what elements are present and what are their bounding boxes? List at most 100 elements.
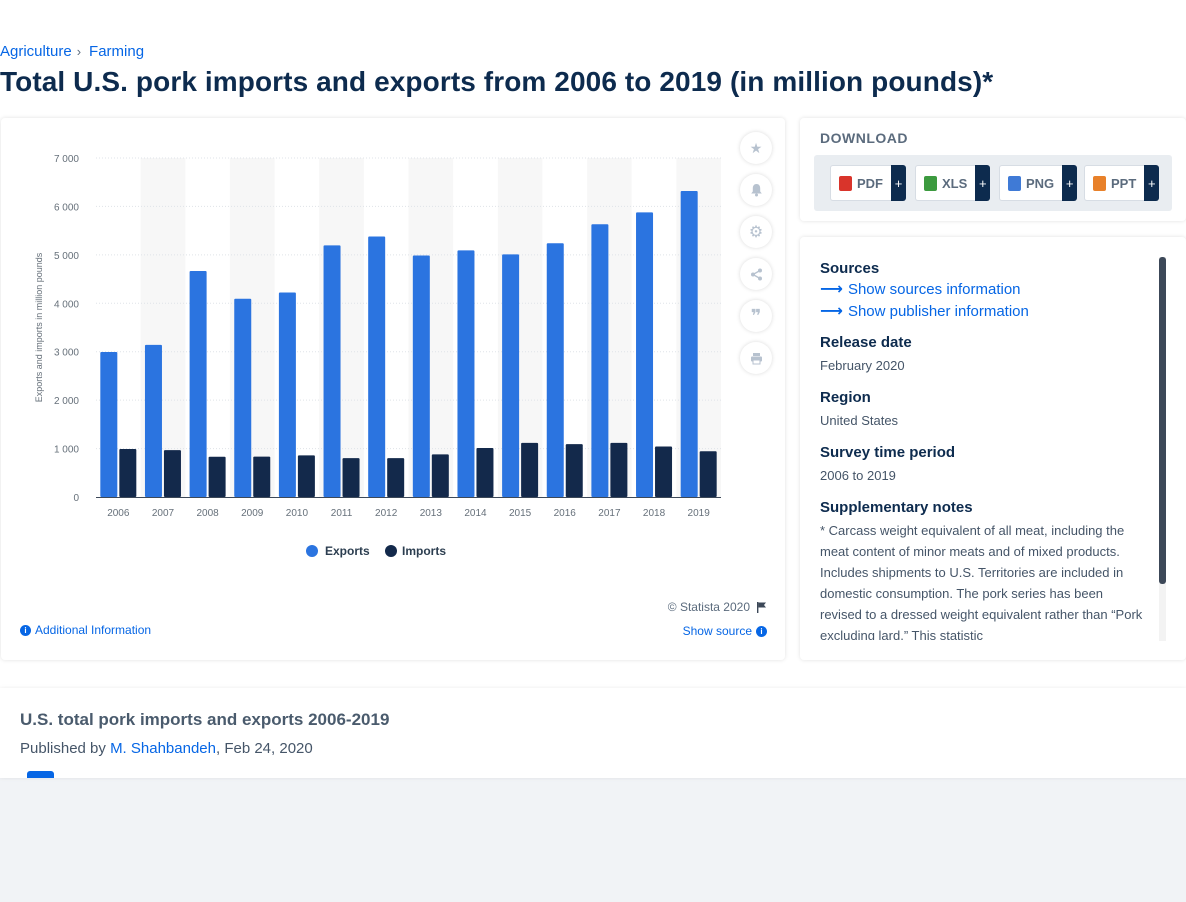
- additional-information-label: Additional Information: [35, 623, 152, 637]
- imports-bar: [610, 442, 628, 497]
- favorite-button[interactable]: ★: [740, 132, 772, 164]
- bell-icon: [750, 184, 762, 197]
- scrollbar-thumb[interactable]: [1159, 257, 1166, 584]
- exports-bar: [323, 245, 341, 497]
- download-png-plus[interactable]: +: [1062, 165, 1078, 201]
- info-content[interactable]: Sources ⟶ Show sources information ⟶ Sho…: [820, 260, 1148, 640]
- flag-icon[interactable]: [756, 601, 767, 613]
- sources-heading: Sources: [820, 260, 880, 277]
- x-tick-label: 2010: [286, 508, 309, 519]
- x-tick-label: 2008: [196, 508, 219, 519]
- download-bar: PDF + XLS + PNG + PPT +: [814, 155, 1172, 211]
- release-date-value: February 2020: [820, 358, 905, 373]
- page-title: Total U.S. pork imports and exports from…: [0, 66, 994, 97]
- y-tick-label: 6 000: [54, 202, 79, 213]
- exports-bar: [457, 250, 475, 497]
- arrow-right-icon: ⟶: [820, 303, 843, 320]
- download-pdf-plus[interactable]: +: [891, 165, 906, 201]
- bar-chart: 0 1 000 2 000 3 000 4 000 5 000 6 000 7 000 Expo…: [34, 154, 721, 558]
- author-link[interactable]: M. Shahbandeh: [110, 740, 216, 757]
- share-icon: [750, 268, 762, 280]
- x-tick-label: 2016: [554, 508, 577, 519]
- download-xls-button[interactable]: XLS +: [915, 165, 991, 201]
- download-title: DOWNLOAD: [820, 130, 908, 146]
- legend-label: Imports: [402, 544, 446, 558]
- info-card: Sources ⟶ Show sources information ⟶ Sho…: [800, 237, 1186, 660]
- y-tick-label: 4 000: [54, 299, 79, 310]
- y-tick-label: 3 000: [54, 348, 79, 359]
- exports-bar: [502, 254, 520, 497]
- copyright-line: © Statista 2020: [668, 600, 767, 614]
- download-png-button[interactable]: PNG +: [999, 165, 1078, 201]
- breadcrumb-farming[interactable]: Farming: [89, 43, 145, 60]
- y-tick-label: 1 000: [54, 445, 79, 456]
- notification-button[interactable]: [740, 174, 772, 206]
- xls-file-icon: [924, 175, 937, 191]
- imports-bar: [297, 455, 315, 497]
- download-ppt-main: PPT: [1084, 165, 1145, 201]
- download-png-main: PNG: [999, 165, 1063, 201]
- y-tick-label: 2 000: [54, 396, 79, 407]
- chart-card: 0 1 000 2 000 3 000 4 000 5 000 6 000 7 000 Expo…: [1, 118, 785, 660]
- legend-marker: [385, 545, 397, 557]
- exports-bar: [636, 212, 654, 497]
- download-pdf-label: PDF: [857, 175, 883, 191]
- publication-badge: [27, 771, 54, 778]
- settings-button[interactable]: ⚙: [740, 216, 772, 248]
- exports-bar: [234, 298, 252, 497]
- x-tick-label: 2017: [598, 508, 621, 519]
- print-icon: [750, 352, 762, 364]
- additional-information-link[interactable]: i Additional Information: [20, 623, 151, 637]
- show-sources-label: Show sources information: [847, 280, 1021, 298]
- download-xls-plus[interactable]: +: [975, 165, 991, 201]
- download-png-label: PNG: [1026, 175, 1055, 191]
- gear-icon: ⚙: [748, 224, 764, 241]
- show-publisher-link[interactable]: ⟶ Show publisher information: [820, 301, 1148, 321]
- download-pdf-button[interactable]: PDF +: [830, 165, 906, 201]
- imports-bar: [431, 454, 449, 497]
- survey-period-heading: Survey time period: [820, 444, 956, 461]
- download-ppt-label: PPT: [1111, 175, 1137, 191]
- x-tick-label: 2009: [241, 508, 264, 519]
- y-tick-label: 5 000: [54, 251, 79, 262]
- print-button[interactable]: [740, 342, 772, 374]
- y-tick-label: 0: [73, 493, 79, 504]
- png-file-icon: [1008, 175, 1021, 191]
- download-ppt-button[interactable]: PPT +: [1084, 165, 1160, 201]
- exports-bar: [100, 351, 118, 497]
- show-source-label: Show source: [682, 624, 752, 638]
- breadcrumb-agriculture[interactable]: Agriculture: [0, 43, 72, 60]
- supplementary-notes-value: * Carcass weight equivalent of all meat,…: [820, 523, 1143, 640]
- imports-bar: [387, 458, 405, 497]
- legend-marker: [306, 545, 318, 557]
- breadcrumb-separator: ›: [76, 44, 82, 59]
- x-tick-label: 2006: [107, 508, 130, 519]
- exports-bar: [368, 236, 386, 497]
- x-tick-label: 2011: [331, 508, 353, 519]
- x-tick-label: 2012: [375, 508, 398, 519]
- pdf-file-icon: [839, 175, 852, 191]
- download-ppt-plus[interactable]: +: [1144, 165, 1160, 201]
- imports-bar: [655, 446, 673, 497]
- publication-title: U.S. total pork imports and exports 2006…: [20, 710, 390, 729]
- imports-bar: [163, 450, 181, 497]
- info-icon: i: [20, 624, 31, 636]
- x-tick-label: 2014: [464, 508, 487, 519]
- imports-bar: [119, 449, 137, 497]
- download-xls-label: XLS: [942, 175, 968, 191]
- download-card: DOWNLOAD PDF + XLS + PNG +: [800, 118, 1186, 221]
- region-value: United States: [820, 413, 899, 428]
- x-tick-label: 2013: [420, 508, 443, 519]
- imports-bar: [699, 451, 717, 497]
- copyright-text: © Statista 2020: [667, 600, 750, 614]
- publication-date: , Feb 24, 2020: [215, 740, 313, 757]
- arrow-right-icon: ⟶: [820, 281, 843, 298]
- exports-bar: [591, 224, 609, 498]
- exports-bar: [546, 243, 564, 497]
- show-sources-link[interactable]: ⟶ Show sources information: [820, 279, 1148, 299]
- download-xls-main: XLS: [915, 165, 976, 201]
- share-button[interactable]: [740, 258, 772, 290]
- cite-button[interactable]: ❞: [740, 300, 772, 332]
- exports-bar: [278, 292, 296, 497]
- show-source-link[interactable]: Show source i: [683, 624, 767, 638]
